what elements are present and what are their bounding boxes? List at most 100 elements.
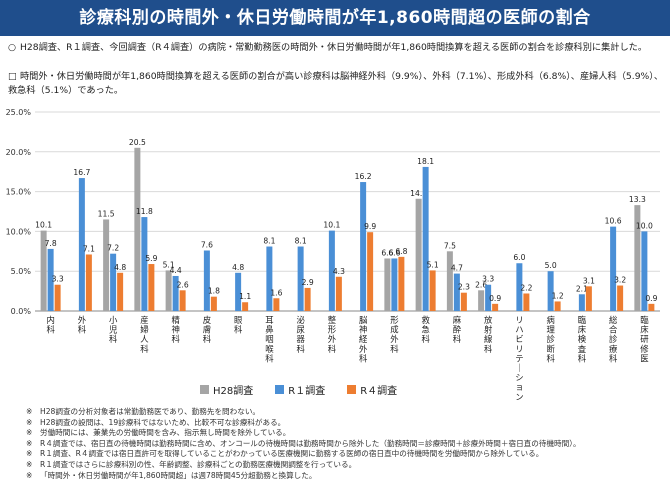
footnote: ※ H28調査の分析対象者は常勤勤務医であり、勤務先を問わない。 (26, 407, 261, 416)
bar-chart: 0.0% 5.0% 10.0% 15.0% 20.0% 25.0% 10.1 7.8 3.3 内科… (6, 108, 660, 400)
bullet-text: H28調査、R１調査、今回調査（R４調査）の病院・常勤勤務医の時間外・休日労働時… (20, 42, 648, 53)
bar (203, 250, 210, 311)
data-label: 5.1 (163, 260, 175, 269)
legend-item-r1: R１調査 (275, 382, 325, 397)
footnotes: ※ H28調査の分析対象者は常勤勤務医であり、勤務先を問わない。 ※ H28調査の設… (26, 407, 666, 481)
y-tick-label: 5.0% (11, 267, 32, 276)
bar (141, 217, 148, 311)
data-label: 16.7 (73, 168, 90, 177)
summary-bullet-2: □ 時間外・休日労働時間が年1,860時間換算を超える医師の割合が高い診療科は脳神… (8, 70, 666, 98)
data-label: 14.1 (410, 189, 427, 198)
bar (85, 254, 92, 311)
bar (78, 178, 85, 311)
bar (47, 248, 54, 311)
bar (478, 290, 485, 311)
category-label: 泌尿器科 (296, 315, 305, 354)
bar (610, 226, 617, 311)
data-label: 7.1 (83, 244, 95, 253)
bar (304, 287, 311, 311)
category-label: 皮膚科 (203, 315, 212, 344)
bar (453, 273, 460, 311)
bar (485, 284, 492, 311)
footnote: ※ 「時間外・休日労働時間が年1,860時間超」は週78時間45分超勤務と換算した… (26, 470, 317, 480)
data-label: 0.9 (645, 294, 657, 303)
footnote: ※ R１調査ではさらに診療科別の性、年齢調整、診療科ごとの勤務医療機関調整を行って… (26, 459, 357, 469)
data-label: 10.0 (636, 221, 653, 230)
data-label: 8.1 (295, 237, 307, 246)
y-tick-label: 10.0% (6, 227, 32, 236)
bar (134, 147, 141, 311)
bar (297, 246, 304, 311)
data-label: 2.9 (302, 278, 314, 287)
footnote: ※ R４調査では、宿日直の待機時間は勤務時間に含め、オンコールの待機時間は勤務時間… (26, 438, 581, 448)
bar (523, 293, 530, 311)
bar (460, 292, 467, 311)
summary-bullet-1: ○ H28調査、R１調査、今回調査（R４調査）の病院・常勤勤務医の時間外・休日労働… (8, 41, 668, 55)
data-label: 8.1 (263, 237, 275, 246)
data-label: 2.1 (576, 284, 588, 293)
bar (266, 246, 273, 311)
bar (398, 256, 405, 311)
data-label: 10.6 (605, 217, 622, 226)
data-label: 4.3 (333, 267, 345, 276)
data-label: 2.2 (520, 283, 532, 292)
bar (554, 301, 561, 311)
data-label: 3.1 (583, 276, 595, 285)
legend-item-h28: H28調査 (200, 382, 253, 397)
bar (422, 166, 429, 311)
bar (210, 296, 217, 311)
bar (648, 303, 655, 311)
bar (585, 286, 592, 311)
legend-swatch (275, 385, 285, 394)
legend-swatch (347, 385, 357, 394)
bar (110, 253, 117, 311)
chart-legend: H28調査 R１調査 R４調査 (200, 382, 460, 397)
data-label: 1.6 (270, 288, 282, 297)
data-label: 2.3 (458, 283, 470, 292)
bar (634, 205, 641, 311)
bar (242, 302, 249, 311)
data-label: 1.1 (239, 292, 251, 301)
legend-label: R１調査 (288, 386, 326, 397)
data-label: 2.6 (475, 280, 487, 289)
bar (54, 284, 61, 311)
bar (40, 230, 47, 311)
page-title: 診療科別の時間外・休日労働時間が年1,860時間超の医師の割合 (0, 0, 670, 36)
data-label: 10.1 (323, 221, 340, 230)
category-label: 形成外科 (390, 315, 399, 354)
data-label: 20.5 (129, 138, 146, 147)
data-label: 7.5 (444, 241, 456, 250)
legend-label: H28調査 (213, 386, 254, 397)
legend-label: R４調査 (360, 386, 398, 397)
category-label: 放射線科 (484, 315, 493, 354)
category-label: 精神科 (171, 315, 180, 344)
bar (415, 198, 422, 311)
data-label: 5.1 (427, 260, 439, 269)
y-tick-label: 20.0% (6, 148, 32, 157)
data-label: 6.6 (381, 248, 393, 257)
data-label: 7.6 (201, 241, 213, 250)
bar (391, 258, 398, 311)
category-label: 眼科 (234, 315, 243, 335)
data-label: 4.8 (232, 263, 244, 272)
bar (172, 275, 179, 311)
bar (165, 270, 172, 311)
data-label: 6.8 (395, 247, 407, 256)
bar (617, 285, 624, 311)
data-label: 4.4 (170, 266, 182, 275)
category-label: リハビリテ｜ション科 (515, 315, 524, 400)
bar (235, 272, 242, 311)
bar (641, 231, 648, 311)
category-label: 麻酔科 (453, 315, 462, 344)
data-label: 1.8 (208, 287, 220, 296)
category-label: 救急科 (421, 315, 430, 344)
data-label: 16.2 (355, 172, 372, 181)
data-label: 11.8 (136, 207, 153, 216)
y-tick-label: 0.0% (11, 307, 32, 316)
data-label: 4.7 (451, 264, 463, 273)
bar (446, 251, 453, 311)
bar (360, 182, 367, 311)
bar (492, 303, 499, 311)
category-label: 産婦人科 (140, 315, 149, 354)
bar (516, 263, 523, 311)
